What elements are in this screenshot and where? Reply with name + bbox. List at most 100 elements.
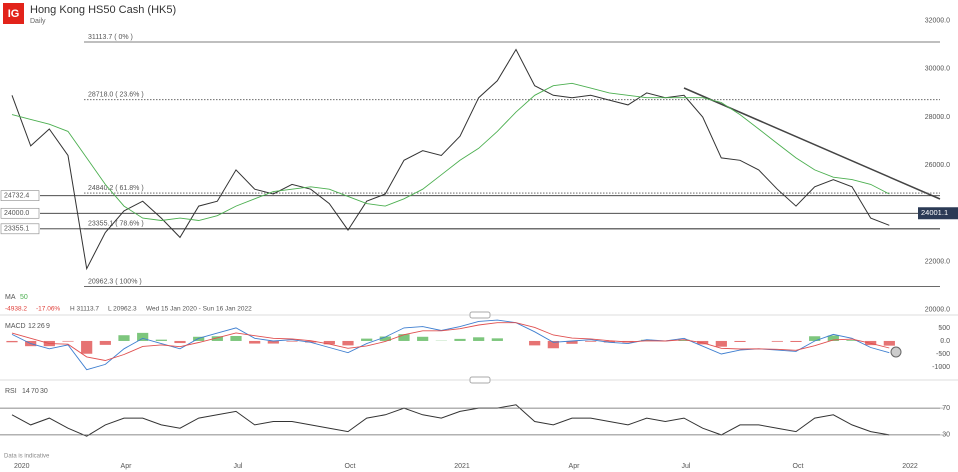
histogram-bar — [6, 340, 18, 343]
trendline — [683, 87, 941, 200]
indicator-param: 9 — [46, 323, 50, 330]
current-price-label: 24001.1 — [921, 208, 948, 217]
summary-high: H 31113.7 — [70, 306, 99, 313]
histogram-bar — [155, 339, 167, 341]
price-tag-label: 24732.4 — [4, 192, 29, 199]
y-tick-label: 20000.0 — [925, 306, 950, 313]
fib-label: 28718.0 ( 23.6% ) — [88, 92, 144, 99]
x-tick-label: Jul — [682, 463, 691, 470]
indicator-param: 30 — [40, 388, 48, 395]
histogram-bar — [81, 340, 93, 354]
histogram-bar — [286, 340, 298, 342]
summary-range: Wed 15 Jan 2020 - Sun 16 Jan 2022 — [146, 306, 252, 313]
summary-low: L 20962.3 — [108, 306, 137, 313]
price-tag-label: 24000.0 — [4, 210, 29, 217]
series-line — [11, 319, 890, 371]
chart-title: Hong Kong HS50 Cash (HK5) — [30, 4, 176, 16]
histogram-bar — [678, 339, 690, 341]
logo: IG — [8, 8, 20, 20]
histogram-bar — [771, 340, 783, 342]
panel-resize[interactable] — [469, 311, 491, 319]
current-price-tag — [918, 207, 958, 220]
logo-box — [3, 3, 24, 24]
histogram-bar — [193, 336, 205, 341]
histogram-bar — [585, 340, 597, 342]
histogram-bar — [491, 338, 503, 341]
y-tick-label: 30 — [942, 432, 950, 439]
histogram-bar — [846, 340, 858, 341]
x-tick-label: Jul — [234, 463, 243, 470]
histogram-bar — [790, 340, 802, 342]
fib-label: 24840.2 ( 61.8% ) — [88, 185, 144, 192]
summary-change: -4938.2 — [5, 306, 27, 313]
histogram-bar — [603, 340, 615, 343]
y-tick-label: 30000.0 — [925, 66, 950, 73]
histogram-bar — [547, 340, 559, 349]
series-line — [11, 404, 890, 437]
histogram-bar — [566, 340, 578, 344]
series-line — [11, 82, 890, 221]
histogram-bar — [715, 340, 727, 347]
x-tick-label: Apr — [569, 463, 581, 470]
histogram-bar — [529, 340, 541, 346]
y-tick-label: 70 — [942, 405, 950, 412]
indicator-param: 70 — [31, 388, 39, 395]
interval: Daily — [30, 18, 46, 25]
indicator-param: 14 — [22, 388, 30, 395]
x-tick-label: Oct — [345, 463, 356, 470]
cursor-marker — [890, 346, 902, 358]
histogram-bar — [211, 336, 223, 341]
price-tag-label: 23355.1 — [4, 226, 29, 233]
price-tag — [0, 190, 40, 201]
histogram-bar — [809, 336, 821, 341]
histogram-bar — [267, 340, 279, 344]
histogram-bar — [99, 340, 111, 345]
x-tick-label: 2021 — [454, 463, 470, 470]
indicator-title: MACD — [5, 323, 26, 330]
histogram-bar — [473, 337, 485, 341]
histogram-bar — [118, 335, 130, 341]
histogram-bar — [454, 338, 466, 341]
histogram-bar — [361, 338, 373, 341]
fib-label: 23355.1 ( 78.6% ) — [88, 221, 144, 228]
series-line — [11, 322, 890, 361]
y-tick-label: 26000.0 — [925, 162, 950, 169]
histogram-bar — [398, 334, 410, 341]
histogram-bar — [323, 340, 335, 345]
histogram-bar — [137, 332, 149, 341]
indicator-param: 12 — [28, 323, 36, 330]
histogram-bar — [342, 340, 354, 346]
histogram-bar — [734, 340, 746, 342]
histogram-bar — [883, 340, 895, 346]
histogram-bar — [249, 340, 261, 344]
legend-param: 50 — [20, 294, 28, 301]
fib-label: 20962.3 ( 100% ) — [88, 278, 142, 285]
price-tag — [0, 223, 40, 235]
y-tick-label: 0.0 — [940, 338, 950, 345]
x-tick-label: 2020 — [14, 463, 30, 470]
indicator-param: 26 — [37, 323, 45, 330]
x-tick-label: Oct — [793, 463, 804, 470]
histogram-bar — [417, 336, 429, 341]
fib-label: 31113.7 ( 0% ) — [88, 34, 133, 41]
y-tick-label: 500 — [938, 325, 950, 332]
histogram-bar — [827, 335, 839, 341]
histogram-bar — [174, 340, 186, 344]
summary-change-pct: -17.06% — [36, 306, 60, 313]
legend-label: MA — [5, 294, 16, 301]
histogram-bar — [379, 336, 391, 341]
y-tick-label: 22000.0 — [925, 258, 950, 265]
y-tick-label: 32000.0 — [925, 17, 950, 24]
histogram-bar — [62, 340, 74, 342]
disclaimer: Data is indicative — [4, 454, 50, 460]
x-tick-label: 2022 — [902, 463, 918, 470]
histogram-bar — [230, 336, 242, 341]
price-tag — [0, 207, 40, 219]
series-line — [11, 48, 890, 271]
histogram-bar — [305, 340, 317, 343]
x-tick-label: Apr — [121, 463, 133, 470]
indicator-title: RSI — [5, 388, 17, 395]
y-tick-label: 28000.0 — [925, 114, 950, 121]
panel-resize[interactable] — [469, 376, 491, 384]
